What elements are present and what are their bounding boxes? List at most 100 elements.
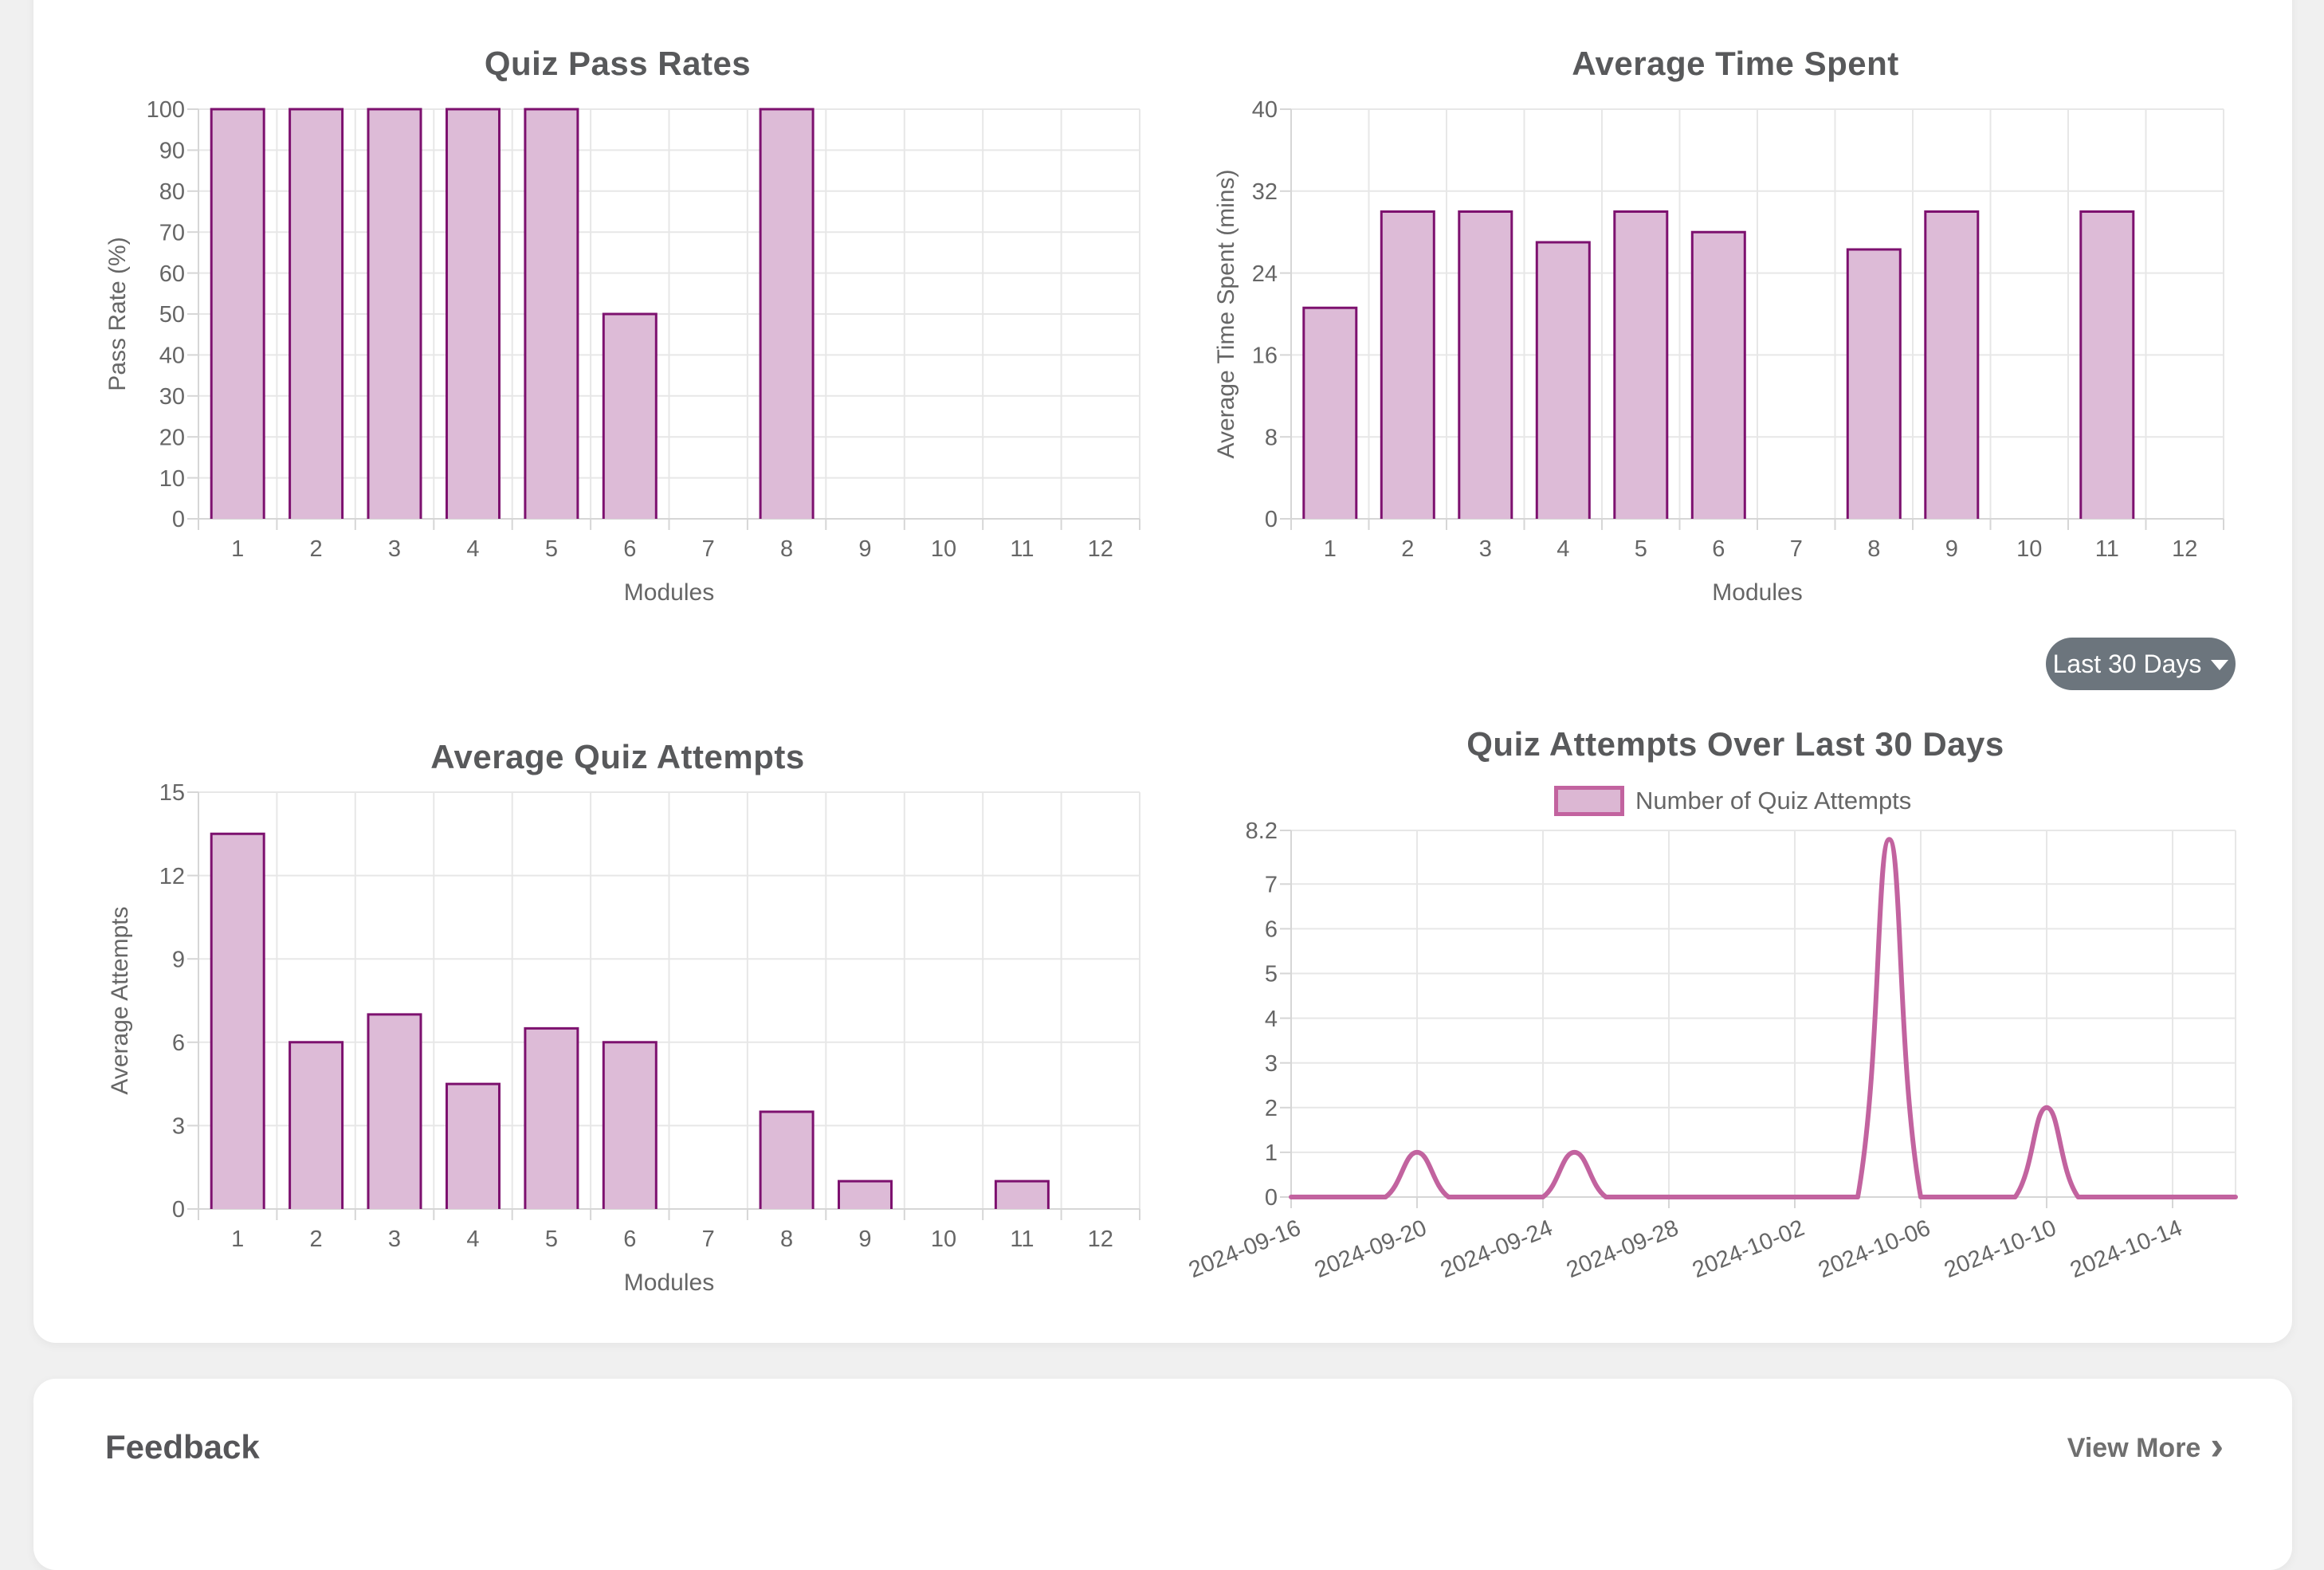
- legend-swatch-icon: [1554, 786, 1624, 816]
- svg-text:8.2: 8.2: [1246, 818, 1278, 844]
- svg-text:2024-09-24: 2024-09-24: [1437, 1215, 1557, 1283]
- svg-text:50: 50: [159, 302, 185, 328]
- chart-title-average-time-spent: Average Time Spent: [1572, 45, 1899, 82]
- svg-text:40: 40: [1252, 97, 1278, 123]
- svg-text:32: 32: [1252, 179, 1278, 205]
- svg-text:12: 12: [2172, 536, 2197, 562]
- svg-text:6: 6: [1265, 917, 1278, 943]
- svg-text:8: 8: [1867, 536, 1880, 562]
- svg-text:Modules: Modules: [624, 1270, 714, 1296]
- quiz-pass-rates-chart: 1 2 3 4 5 6 7 8 9 10 11 120102030405060708090100Mod…: [104, 97, 1140, 606]
- svg-text:1: 1: [231, 1227, 244, 1252]
- svg-text:3: 3: [1479, 536, 1492, 562]
- svg-text:3: 3: [388, 536, 401, 562]
- svg-text:Pass Rate (%): Pass Rate (%): [104, 237, 131, 391]
- svg-text:8: 8: [780, 1227, 793, 1252]
- svg-text:15: 15: [159, 780, 185, 806]
- svg-text:2024-09-20: 2024-09-20: [1311, 1215, 1431, 1283]
- svg-text:3: 3: [1265, 1051, 1278, 1077]
- svg-text:10: 10: [2016, 536, 2042, 562]
- svg-text:1: 1: [231, 536, 244, 562]
- svg-text:0: 0: [172, 1197, 185, 1223]
- legend-label: Number of Quiz Attempts: [1635, 787, 1912, 814]
- time-range-dropdown[interactable]: Last 30 Days: [2046, 638, 2236, 690]
- svg-text:9: 9: [172, 947, 185, 972]
- svg-text:7: 7: [1790, 536, 1803, 562]
- svg-text:0: 0: [172, 507, 185, 532]
- svg-text:12: 12: [159, 864, 185, 889]
- average-time-spent-chart: 1 2 3 4 5 6 7 8 9 10 11 120816243240ModulesAverage …: [1213, 97, 2224, 606]
- chevron-right-icon: ›: [2210, 1423, 2224, 1468]
- svg-text:70: 70: [159, 220, 185, 245]
- svg-text:2024-10-06: 2024-10-06: [1815, 1215, 1934, 1283]
- svg-text:Average Time Spent (mins): Average Time Spent (mins): [1213, 170, 1239, 459]
- svg-text:4: 4: [466, 536, 479, 562]
- svg-text:16: 16: [1252, 343, 1278, 369]
- svg-text:9: 9: [858, 536, 871, 562]
- svg-text:0: 0: [1265, 1185, 1278, 1211]
- svg-text:30: 30: [159, 384, 185, 410]
- svg-text:90: 90: [159, 139, 185, 164]
- svg-text:7: 7: [702, 536, 715, 562]
- svg-text:6: 6: [623, 1227, 636, 1252]
- svg-text:6: 6: [172, 1030, 185, 1056]
- svg-text:5: 5: [1635, 536, 1647, 562]
- view-more-link[interactable]: View More ›: [2067, 1423, 2224, 1468]
- svg-text:2024-10-14: 2024-10-14: [2067, 1215, 2186, 1283]
- svg-text:7: 7: [702, 1227, 715, 1252]
- svg-text:1: 1: [1324, 536, 1337, 562]
- svg-text:5: 5: [1265, 962, 1278, 987]
- svg-text:9: 9: [858, 1227, 871, 1252]
- svg-text:2: 2: [310, 1227, 323, 1252]
- svg-text:12: 12: [1088, 536, 1113, 562]
- svg-text:40: 40: [159, 343, 185, 369]
- feedback-card: [33, 1379, 2292, 1570]
- svg-text:Modules: Modules: [624, 579, 714, 606]
- svg-text:80: 80: [159, 179, 185, 205]
- svg-text:5: 5: [545, 536, 558, 562]
- svg-text:11: 11: [1010, 1227, 1034, 1252]
- svg-text:20: 20: [159, 425, 185, 450]
- svg-text:6: 6: [623, 536, 636, 562]
- svg-text:2: 2: [1401, 536, 1414, 562]
- svg-text:2: 2: [1265, 1096, 1278, 1121]
- svg-text:8: 8: [1265, 425, 1278, 450]
- svg-text:8: 8: [780, 536, 793, 562]
- svg-text:11: 11: [1010, 536, 1034, 562]
- svg-text:7: 7: [1265, 872, 1278, 897]
- svg-text:Modules: Modules: [1712, 579, 1802, 606]
- svg-text:9: 9: [1945, 536, 1958, 562]
- svg-text:2024-10-02: 2024-10-02: [1689, 1215, 1808, 1283]
- svg-text:60: 60: [159, 261, 185, 287]
- svg-text:2: 2: [310, 536, 323, 562]
- svg-text:4: 4: [466, 1227, 479, 1252]
- svg-text:12: 12: [1088, 1227, 1113, 1252]
- svg-text:2024-10-10: 2024-10-10: [1941, 1215, 2060, 1283]
- caret-down-icon: [2211, 660, 2229, 670]
- svg-text:2024-09-16: 2024-09-16: [1185, 1215, 1305, 1283]
- svg-text:10: 10: [931, 536, 956, 562]
- svg-text:3: 3: [172, 1114, 185, 1140]
- dashboard-page: { "page": { "background_color": "#f0f0f0…: [33, 0, 2292, 1570]
- svg-text:11: 11: [2095, 536, 2119, 562]
- svg-text:10: 10: [159, 466, 185, 492]
- feedback-section-title: Feedback: [105, 1428, 260, 1466]
- svg-text:100: 100: [147, 97, 185, 123]
- svg-text:24: 24: [1252, 261, 1278, 287]
- svg-text:Average Attempts: Average Attempts: [107, 906, 133, 1094]
- svg-text:6: 6: [1712, 536, 1725, 562]
- chart-title-average-quiz-attempts: Average Quiz Attempts: [430, 738, 805, 775]
- line-chart-legend: Number of Quiz Attempts: [1554, 786, 1911, 816]
- svg-text:10: 10: [931, 1227, 956, 1252]
- chart-title-attempts-over-30-days: Quiz Attempts Over Last 30 Days: [1466, 725, 2004, 763]
- chart-title-quiz-pass-rates: Quiz Pass Rates: [484, 45, 752, 82]
- svg-text:4: 4: [1265, 1007, 1278, 1032]
- svg-text:0: 0: [1265, 507, 1278, 532]
- svg-text:2024-09-28: 2024-09-28: [1563, 1215, 1682, 1283]
- svg-text:1: 1: [1265, 1140, 1278, 1166]
- view-more-label: View More: [2067, 1433, 2201, 1463]
- svg-text:4: 4: [1557, 536, 1569, 562]
- svg-text:5: 5: [545, 1227, 558, 1252]
